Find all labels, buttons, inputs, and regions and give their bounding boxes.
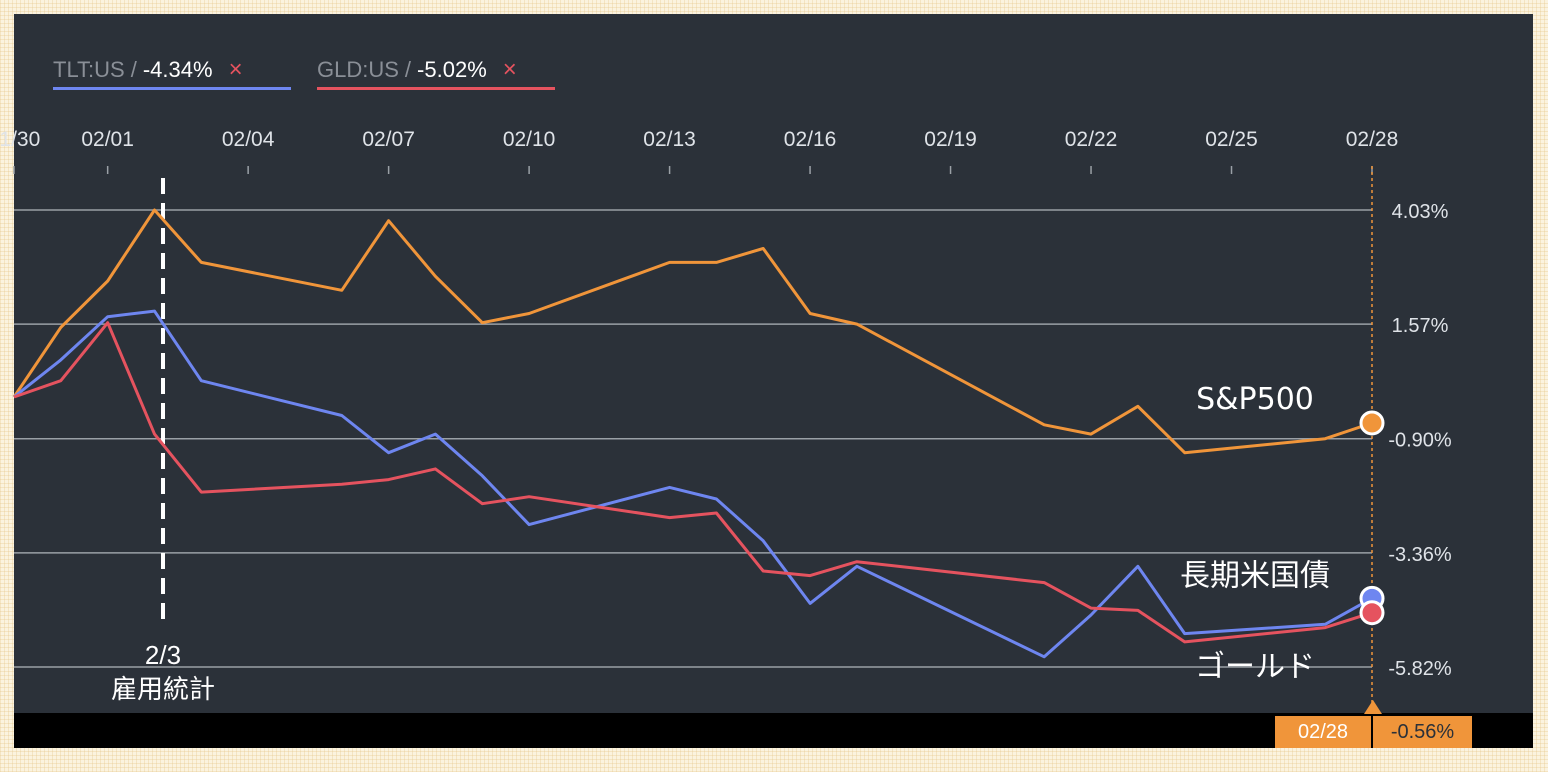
- series-label-long-term-treasury: 長期米国債: [1180, 558, 1330, 593]
- x-tick-label: 02/07: [362, 128, 415, 151]
- y-tick-label: -3.36%: [1388, 544, 1452, 566]
- crosshair-date-label: 02/28: [1275, 716, 1371, 748]
- close-icon[interactable]: ×: [228, 56, 243, 83]
- legend-value: -5.02%: [417, 57, 487, 82]
- series-endpoint-gold: [1359, 600, 1385, 626]
- crosshair-value-label: -0.56%: [1373, 716, 1472, 748]
- y-tick-label: -0.90%: [1388, 430, 1452, 452]
- series-line-gold: [13, 321, 1373, 644]
- legend-color-bar: [53, 87, 291, 90]
- series-line-long-term-treasury: [13, 309, 1373, 659]
- x-tick-label: 02/19: [924, 128, 977, 151]
- event-date-label: 2/3: [145, 640, 181, 670]
- x-tick-label: 02/28: [1346, 128, 1399, 151]
- y-tick-label: 1.57%: [1392, 315, 1449, 337]
- series-line-sp500: [12, 208, 1373, 455]
- legend-color-bar: [317, 87, 555, 90]
- x-tick-label: 02/01: [81, 128, 134, 151]
- legend-separator: /: [404, 57, 412, 82]
- x-tick-label: 02/22: [1065, 128, 1118, 151]
- legend-item-tlt[interactable]: TLT:US / -4.34% ×: [53, 56, 291, 90]
- x-tick-label: 02/16: [784, 128, 837, 151]
- x-tick-label: 02/13: [643, 128, 696, 151]
- x-tick-label: 02/25: [1205, 128, 1258, 151]
- close-icon[interactable]: ×: [502, 56, 517, 83]
- series-endpoint-sp500: [1359, 410, 1385, 436]
- series-label-sp500: S&P500: [1196, 382, 1314, 417]
- x-tick-label: 02/10: [503, 128, 556, 151]
- y-tick-label: -5.82%: [1388, 658, 1452, 680]
- crosshair-caret: [1364, 700, 1382, 714]
- x-tick-label: 02/04: [222, 128, 275, 151]
- legend-ticker: TLT:US: [53, 57, 125, 82]
- legend-item-gld[interactable]: GLD:US / -5.02% ×: [317, 56, 555, 90]
- legend-separator: /: [130, 57, 137, 82]
- chart-panel: [14, 14, 1533, 748]
- series-label-gold: ゴールド: [1195, 650, 1315, 685]
- y-tick-label: 4.03%: [1392, 201, 1449, 223]
- event-name-label: 雇用統計: [111, 675, 215, 705]
- x-tick-label: 01/30: [0, 128, 40, 151]
- legend-ticker: GLD:US: [317, 57, 399, 82]
- legend-value: -4.34%: [142, 57, 213, 82]
